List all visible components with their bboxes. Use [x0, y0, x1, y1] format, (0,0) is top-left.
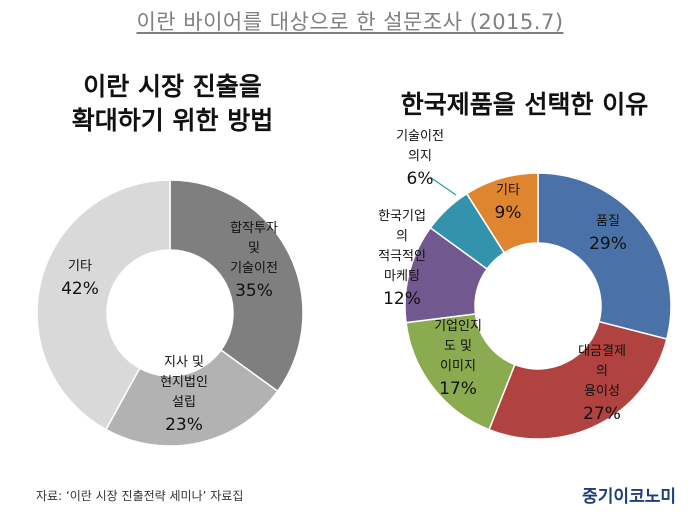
slice-label: 마케팅: [384, 269, 420, 284]
slice-value-label: 17%: [439, 379, 477, 399]
donut-slice: [36, 179, 171, 431]
donut-slice: [169, 179, 304, 393]
slice-label: 기타: [68, 259, 92, 274]
slice-value-label: 27%: [583, 404, 621, 424]
slice-label: 지사 및: [164, 355, 204, 370]
slice-label: 대금결제: [578, 344, 626, 359]
slice-label: 기타: [496, 183, 520, 198]
slice-value-label: 42%: [61, 279, 99, 299]
donut-slice: [488, 320, 668, 440]
slice-label: 및: [248, 241, 260, 256]
donut-slice: [465, 172, 539, 254]
slice-label: 용이성: [584, 384, 620, 399]
slice-label: 기술이전: [396, 129, 444, 144]
slice-label: 적극적인: [378, 249, 426, 264]
chart-title-line: 이란 시장 진출을: [83, 72, 262, 101]
publisher-logo: 중기이코노미: [582, 487, 676, 507]
slice-label: 설립: [172, 395, 196, 410]
chart-title-line: 확대하기 위한 방법: [71, 106, 274, 135]
slice-label: 기술이전: [230, 261, 278, 276]
donut-slice: [537, 172, 672, 340]
slice-label: 한국기업: [378, 209, 426, 224]
chart-title-expansion: 이란 시장 진출을 확대하기 위한 방법: [40, 70, 305, 138]
slice-value-label: 23%: [165, 415, 203, 435]
slice-label: 이미지: [440, 359, 476, 374]
slice-label: 의: [596, 364, 608, 379]
page-title: 이란 바이어를 대상으로 한 설문조사 (2015.7): [136, 10, 564, 34]
donut-slice: [104, 348, 279, 447]
slice-value-label: 35%: [235, 281, 273, 301]
chart-title-line: 한국제품을 선택한 이유: [400, 90, 649, 119]
slice-label: 품질: [596, 214, 620, 229]
source-note: 자료: ‘이란 시장 진출전략 세미나’ 자료집: [36, 489, 244, 503]
slice-value-label: 6%: [407, 169, 434, 189]
slice-label: 도 및: [444, 339, 472, 354]
slice-label: 의지: [408, 149, 432, 164]
slice-value-label: 9%: [495, 203, 522, 223]
slice-value-label: 12%: [383, 289, 421, 309]
slice-label: 합작투자: [230, 221, 278, 236]
slice-value-label: 29%: [589, 234, 627, 254]
slice-label: 현지법인: [160, 375, 208, 390]
chart-title-reasons: 한국제품을 선택한 이유: [372, 88, 677, 122]
leader-line: [429, 176, 457, 196]
slice-label: 의: [396, 229, 408, 244]
slice-label: 기업인지: [434, 319, 482, 334]
